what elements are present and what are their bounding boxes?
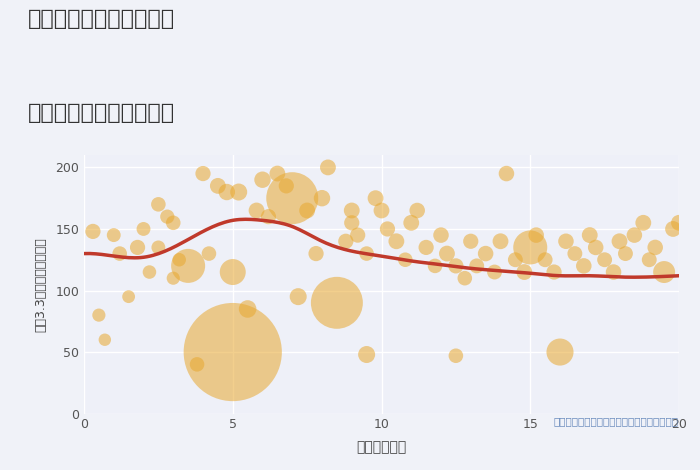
Point [501, 170, 512, 177]
Point [400, 256, 411, 264]
Point [578, 262, 589, 270]
Point [93, 311, 104, 319]
Point [412, 207, 423, 214]
Point [370, 195, 381, 202]
Point [221, 188, 232, 196]
Point [406, 219, 417, 227]
Point [650, 243, 661, 251]
Point [251, 207, 262, 214]
Text: 愛知県瑞穂運動場東駅の: 愛知県瑞穂運動場東駅の [28, 9, 175, 30]
Point [144, 268, 155, 276]
Point [227, 348, 238, 356]
Point [197, 170, 209, 177]
Point [495, 237, 506, 245]
Point [263, 213, 274, 220]
Point [242, 305, 253, 313]
Point [471, 262, 482, 270]
Point [183, 262, 194, 270]
Point [376, 207, 387, 214]
Point [322, 164, 333, 171]
Point [668, 225, 679, 233]
Point [272, 170, 283, 177]
Point [510, 256, 521, 264]
Point [88, 227, 99, 235]
Point [138, 225, 149, 233]
Point [620, 250, 631, 258]
Point [382, 225, 393, 233]
Text: 円の大きさは、取引のあった物件面積を示す: 円の大きさは、取引のあった物件面積を示す [554, 416, 679, 426]
Point [153, 243, 164, 251]
Point [352, 231, 363, 239]
Point [310, 250, 321, 258]
Point [192, 360, 203, 368]
Point [561, 237, 572, 245]
Point [302, 207, 313, 214]
Point [421, 243, 432, 251]
Point [569, 250, 580, 258]
Point [212, 182, 223, 189]
Point [257, 176, 268, 183]
Point [123, 293, 134, 300]
Point [203, 250, 214, 258]
Point [281, 182, 292, 189]
Point [465, 237, 476, 245]
Point [340, 237, 351, 245]
Point [644, 256, 655, 264]
Text: 駅距離別中古戸建て価格: 駅距離別中古戸建て価格 [28, 103, 175, 124]
Point [480, 250, 491, 258]
Point [450, 262, 461, 270]
Point [168, 219, 179, 227]
Point [114, 250, 125, 258]
Point [540, 256, 551, 264]
Point [99, 336, 111, 344]
Point [391, 237, 402, 245]
X-axis label: 駅距離（分）: 駅距離（分） [356, 440, 407, 454]
Point [168, 274, 179, 282]
Point [519, 268, 530, 276]
Point [525, 243, 536, 251]
Point [459, 274, 470, 282]
Point [659, 268, 670, 276]
Point [614, 237, 625, 245]
Point [599, 256, 610, 264]
Point [174, 256, 185, 264]
Point [554, 348, 566, 356]
Point [361, 351, 372, 358]
Point [293, 293, 304, 300]
Point [608, 268, 620, 276]
Point [549, 268, 560, 276]
Point [287, 195, 298, 202]
Point [132, 243, 144, 251]
Point [361, 250, 372, 258]
Point [489, 268, 500, 276]
Point [450, 352, 461, 360]
Point [316, 195, 328, 202]
Point [346, 207, 357, 214]
Point [531, 231, 542, 239]
Point [584, 231, 595, 239]
Point [435, 231, 447, 239]
Point [162, 213, 173, 220]
Point [153, 201, 164, 208]
Point [108, 231, 119, 239]
Point [346, 219, 357, 227]
Point [638, 219, 649, 227]
Point [673, 219, 685, 227]
Point [629, 231, 640, 239]
Point [441, 250, 452, 258]
Point [430, 262, 441, 270]
Point [233, 188, 244, 196]
Point [590, 243, 601, 251]
Point [227, 268, 238, 276]
Y-axis label: 坪（3.3㎡）単価（万円）: 坪（3.3㎡）単価（万円） [34, 237, 47, 332]
Point [331, 299, 342, 306]
